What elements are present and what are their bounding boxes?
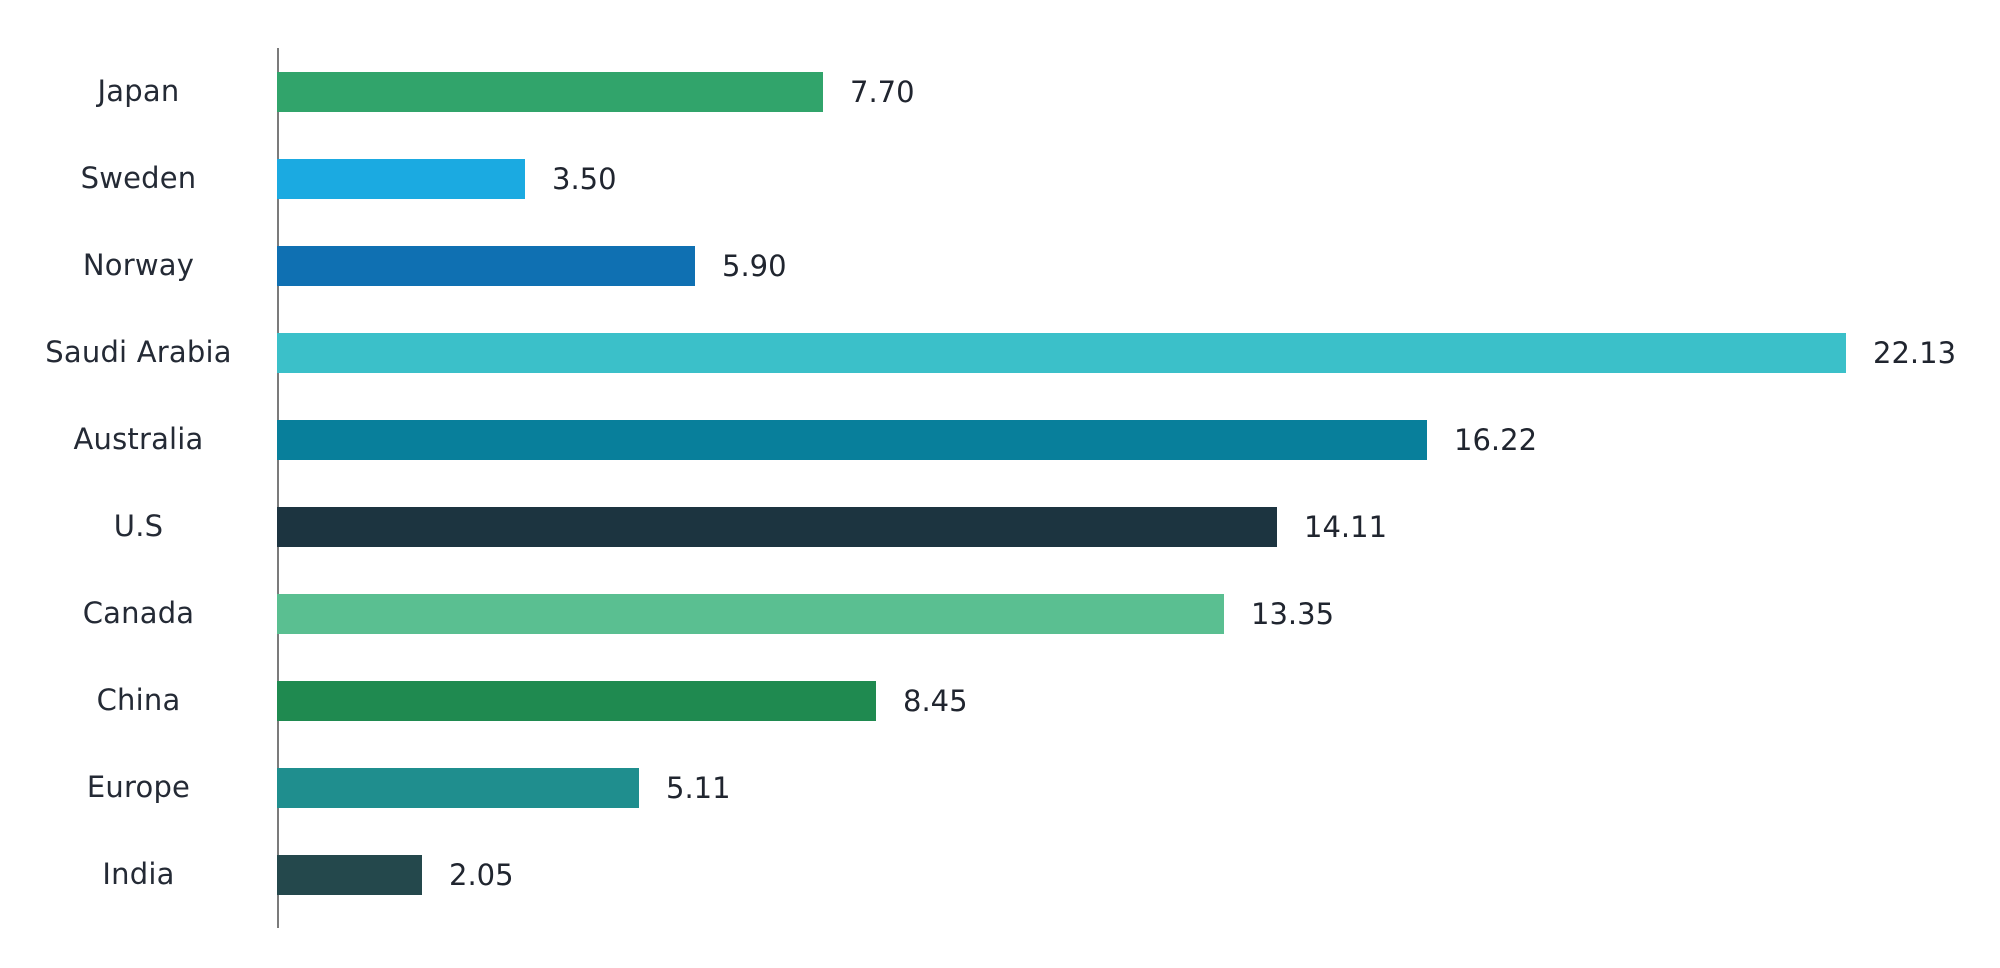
- bar-row: Canada 13.35: [0, 570, 2000, 657]
- bar-row: Japan 7.70: [0, 48, 2000, 135]
- bar: [277, 245, 695, 286]
- value-label: 7.70: [850, 74, 915, 109]
- category-label: Canada: [82, 596, 195, 630]
- bar: [277, 419, 1427, 460]
- bar-area: 3.50: [277, 135, 2000, 222]
- bar: [277, 506, 1277, 547]
- bar-row: Norway 5.90: [0, 222, 2000, 309]
- bar-row: China 8.45: [0, 657, 2000, 744]
- bar-area: 5.90: [277, 222, 2000, 309]
- value-label: 5.11: [666, 770, 731, 805]
- bar-area: 22.13: [277, 309, 2000, 396]
- bar-area: 7.70: [277, 48, 2000, 135]
- value-label: 8.45: [903, 683, 968, 718]
- value-label: 13.35: [1251, 596, 1335, 631]
- category-label: India: [102, 857, 175, 891]
- category-label: Japan: [97, 74, 180, 108]
- bar: [277, 158, 525, 199]
- value-label: 3.50: [552, 161, 617, 196]
- value-label: 16.22: [1454, 422, 1538, 457]
- value-label: 22.13: [1873, 335, 1957, 370]
- chart-rows: Japan 7.70 Sweden 3.50 Norway 5.90 Saudi Arabi…: [0, 48, 2000, 918]
- category-label: U.S: [113, 509, 164, 543]
- bar: [277, 71, 823, 112]
- category-label: China: [96, 683, 181, 717]
- bar-row: Australia 16.22: [0, 396, 2000, 483]
- bar-row: Saudi Arabia 22.13: [0, 309, 2000, 396]
- bar-area: 14.11: [277, 483, 2000, 570]
- bar: [277, 767, 639, 808]
- category-label: Saudi Arabia: [45, 335, 232, 369]
- category-label: Europe: [86, 770, 191, 804]
- category-label: Sweden: [80, 161, 197, 195]
- bar-area: 13.35: [277, 570, 2000, 657]
- y-axis-line: [277, 48, 279, 928]
- value-label: 14.11: [1304, 509, 1388, 544]
- bar-row: Europe 5.11: [0, 744, 2000, 831]
- bar-area: 16.22: [277, 396, 2000, 483]
- bar-area: 2.05: [277, 831, 2000, 918]
- bar: [277, 680, 876, 721]
- category-label: Australia: [73, 422, 204, 456]
- bar-row: Sweden 3.50: [0, 135, 2000, 222]
- bar-row: India 2.05: [0, 831, 2000, 918]
- bar-row: U.S 14.11: [0, 483, 2000, 570]
- bar-area: 5.11: [277, 744, 2000, 831]
- category-label: Norway: [82, 248, 195, 282]
- bar: [277, 854, 422, 895]
- value-label: 2.05: [449, 857, 514, 892]
- bar-area: 8.45: [277, 657, 2000, 744]
- bar: [277, 332, 1846, 373]
- bar: [277, 593, 1224, 634]
- value-label: 5.90: [722, 248, 787, 283]
